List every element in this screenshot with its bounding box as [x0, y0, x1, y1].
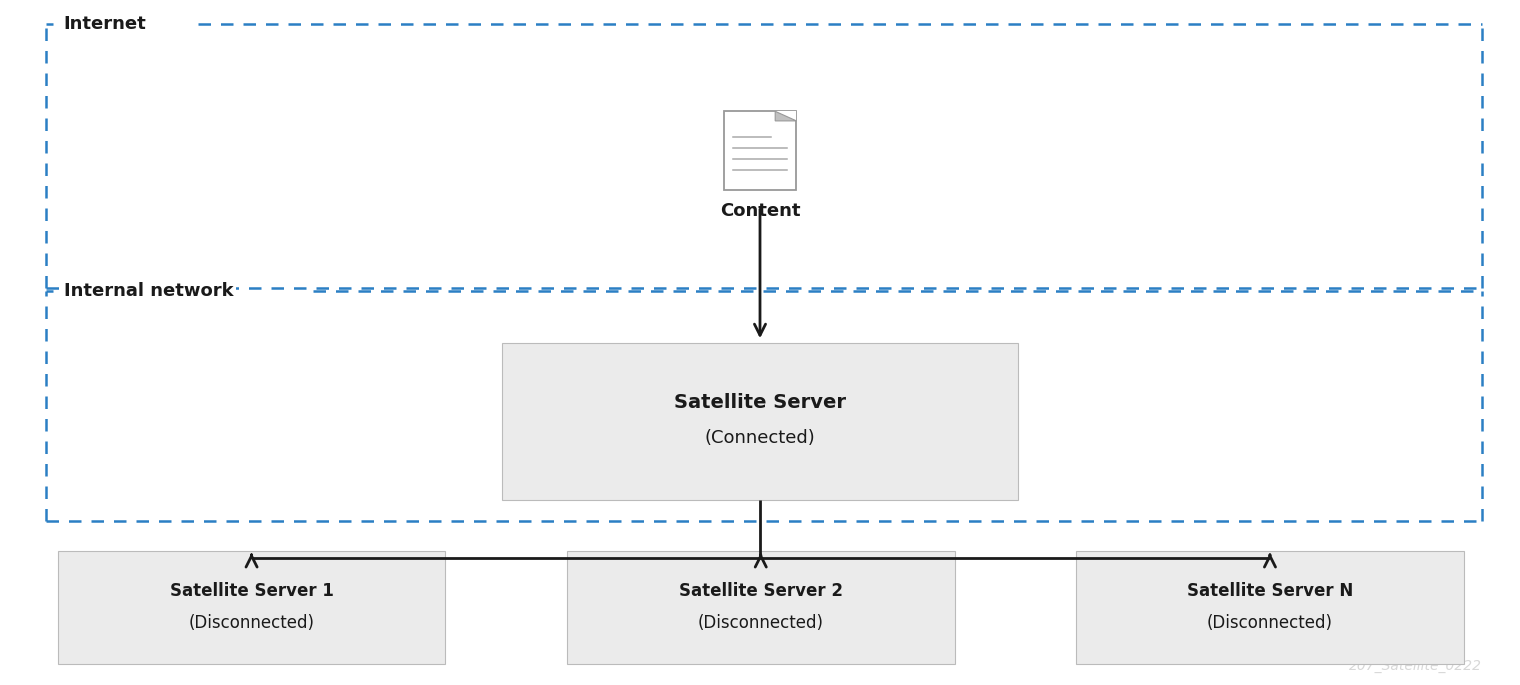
Bar	[58, 551, 445, 664]
Text: (Disconnected): (Disconnected)	[188, 614, 315, 632]
Text: Internet: Internet	[64, 15, 146, 33]
Text: Internal network: Internal network	[64, 282, 234, 300]
Text: (Connected): (Connected)	[705, 429, 815, 447]
Bar	[1076, 551, 1464, 664]
Bar	[724, 112, 796, 190]
Text: Satellite Server: Satellite Server	[673, 393, 847, 412]
Bar	[502, 342, 1018, 500]
Text: (Disconnected): (Disconnected)	[698, 614, 824, 632]
Text: Satellite Server N: Satellite Server N	[1187, 582, 1353, 600]
Polygon shape	[775, 112, 796, 121]
Text: Satellite Server 1: Satellite Server 1	[170, 582, 333, 600]
Text: Content: Content	[720, 203, 800, 221]
Polygon shape	[775, 112, 796, 121]
Text: (Disconnected): (Disconnected)	[1207, 614, 1333, 632]
Text: 207_Satellite_0222: 207_Satellite_0222	[1350, 658, 1482, 673]
Text: Satellite Server 2: Satellite Server 2	[679, 582, 842, 600]
Bar	[567, 551, 955, 664]
